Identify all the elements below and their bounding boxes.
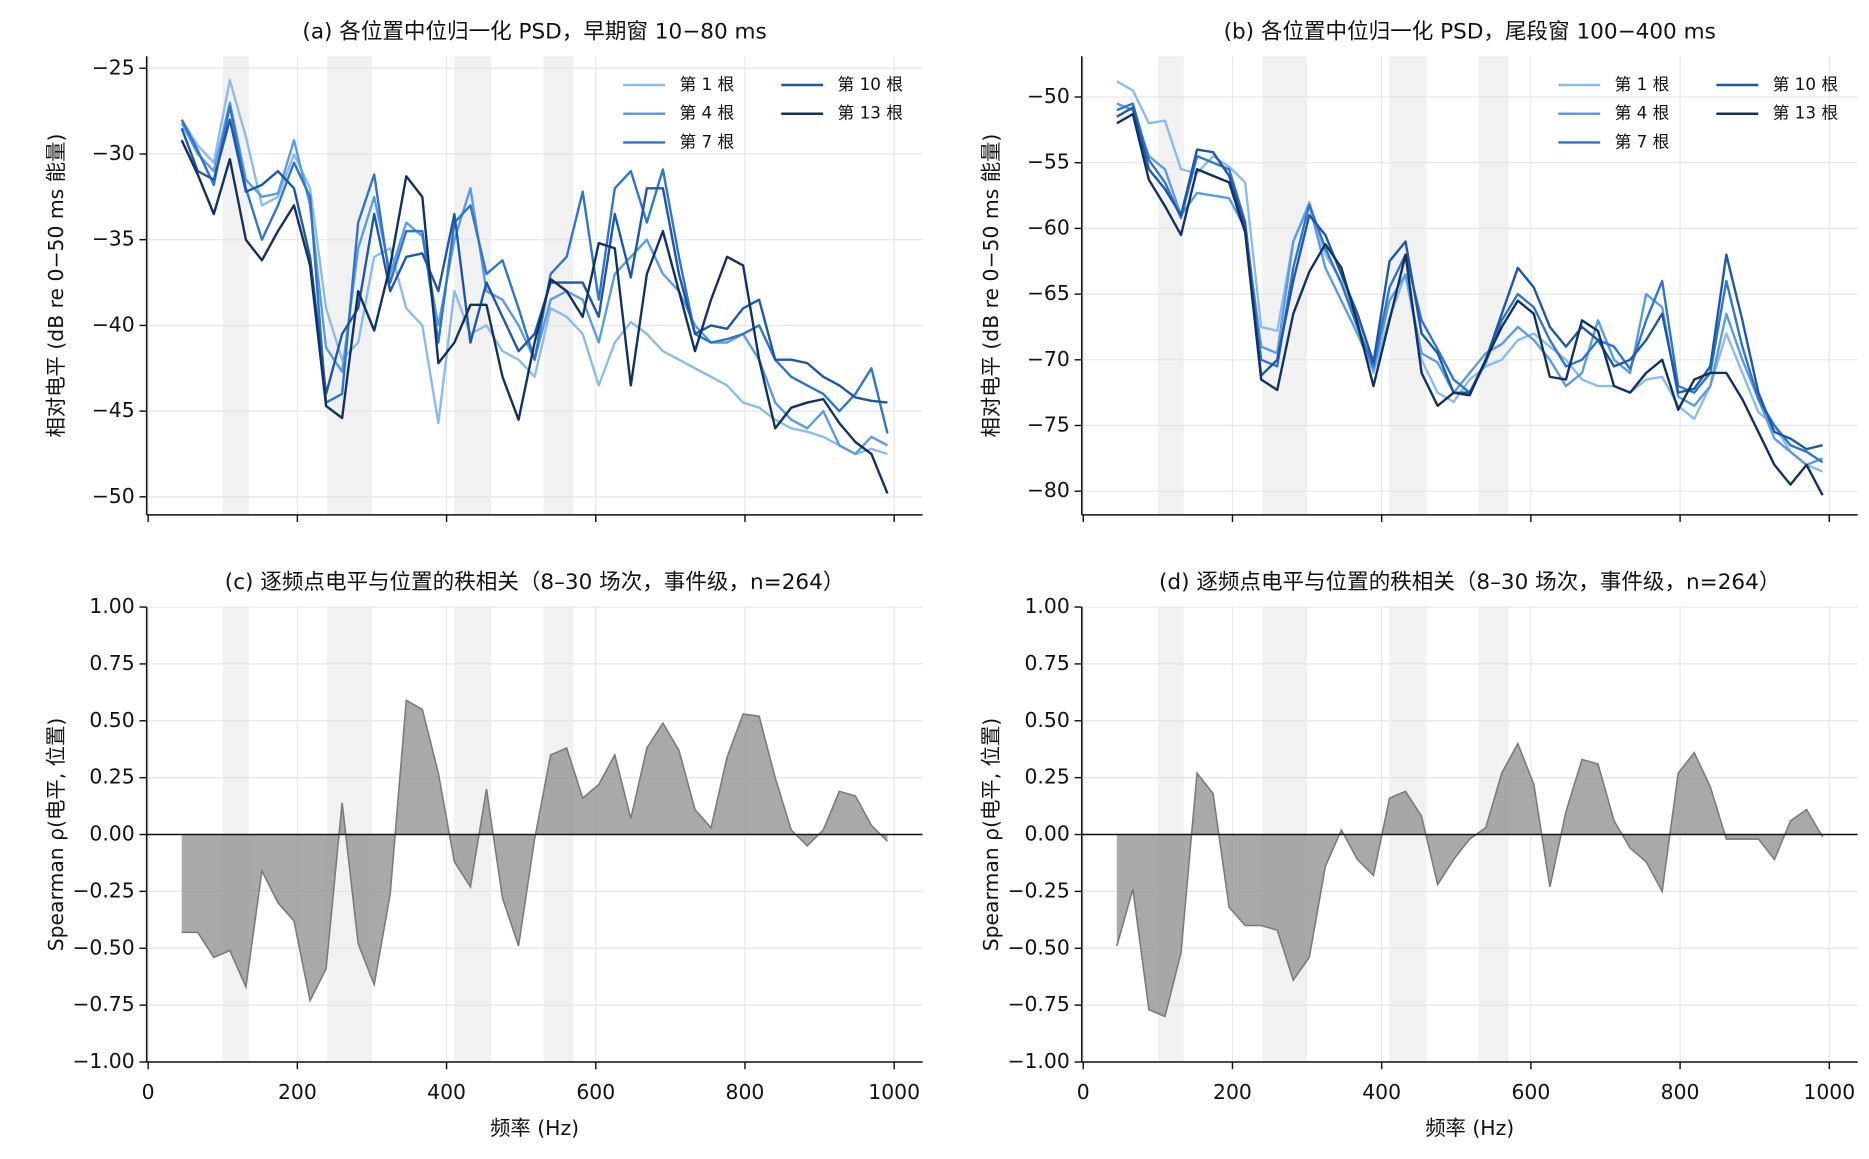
x-tick-label: 800 bbox=[1661, 1080, 1700, 1104]
x-tick-label: 400 bbox=[427, 1080, 466, 1104]
y-axis-label: 相对电平 (dB re 0−50 ms 能量) bbox=[979, 134, 1003, 438]
y-tick-label: −35 bbox=[92, 227, 135, 251]
series-line bbox=[1116, 102, 1824, 467]
x-tick-label: 0 bbox=[142, 1080, 155, 1104]
area-edge bbox=[1116, 741, 1824, 1018]
y-tick-label: 0.25 bbox=[89, 765, 134, 789]
x-tick-label: 400 bbox=[1362, 1080, 1401, 1104]
shaded-band bbox=[1478, 56, 1509, 515]
shaded-band bbox=[327, 56, 372, 515]
series-line bbox=[180, 139, 889, 494]
x-tick-label: 200 bbox=[1213, 1080, 1252, 1104]
x-tick-label: 600 bbox=[576, 1080, 615, 1104]
y-tick-label: −0.25 bbox=[72, 878, 134, 902]
series-line bbox=[1116, 112, 1824, 496]
legend-label: 第 7 根 bbox=[679, 131, 734, 151]
area-fill bbox=[181, 700, 888, 1001]
chart-title: (a) 各位置中位归一化 PSD，早期窗 10−80 ms bbox=[302, 19, 766, 44]
y-tick-label: −65 bbox=[1027, 281, 1070, 305]
y-tick-label: −70 bbox=[1027, 347, 1070, 371]
y-tick-label: 0.00 bbox=[89, 822, 134, 846]
y-tick-label: −40 bbox=[92, 312, 135, 336]
legend-label: 第 10 根 bbox=[1773, 74, 1839, 94]
y-axis-label: Spearman ρ(电平, 位置) bbox=[44, 718, 68, 952]
y-tick-label: −0.50 bbox=[72, 935, 134, 959]
legend-label: 第 1 根 bbox=[1615, 74, 1670, 94]
y-tick-label: −30 bbox=[92, 141, 135, 165]
y-tick-label: −0.75 bbox=[1007, 992, 1069, 1016]
y-tick-label: −25 bbox=[92, 55, 135, 79]
x-tick-label: 0 bbox=[1077, 1080, 1090, 1104]
chart-title: (d) 逐频点电平与位置的秩相关（8–30 场次，事件级，n=264） bbox=[1159, 570, 1780, 595]
shaded-band bbox=[1157, 56, 1184, 515]
legend-label: 第 4 根 bbox=[679, 103, 734, 123]
chart-title: (b) 各位置中位归一化 PSD，尾段窗 100−400 ms bbox=[1224, 19, 1716, 44]
series-line bbox=[180, 79, 888, 456]
x-tick-label: 200 bbox=[278, 1080, 317, 1104]
y-tick-label: −0.25 bbox=[1007, 878, 1069, 902]
area-fill bbox=[1116, 743, 1823, 1017]
y-tick-label: −50 bbox=[1027, 84, 1070, 108]
x-axis-label: 频率 (Hz) bbox=[1425, 1116, 1514, 1140]
y-tick-label: −0.50 bbox=[1007, 935, 1069, 959]
series-line bbox=[180, 118, 888, 404]
y-tick-label: 0.00 bbox=[1024, 822, 1069, 846]
y-tick-label: 1.00 bbox=[89, 594, 134, 618]
y-tick-label: −75 bbox=[1027, 412, 1070, 436]
y-tick-label: 0.50 bbox=[89, 708, 134, 732]
y-tick-label: 0.25 bbox=[1024, 765, 1069, 789]
legend-label: 第 4 根 bbox=[1615, 103, 1670, 123]
series-line bbox=[180, 101, 889, 456]
series-line bbox=[1116, 80, 1824, 473]
y-tick-label: −0.75 bbox=[72, 992, 134, 1016]
legend-label: 第 13 根 bbox=[1773, 103, 1839, 123]
series-line bbox=[180, 104, 889, 434]
legend-label: 第 10 根 bbox=[838, 74, 904, 94]
y-tick-label: 0.75 bbox=[1024, 651, 1069, 675]
y-tick-label: −55 bbox=[1027, 150, 1070, 174]
legend-label: 第 7 根 bbox=[1615, 131, 1670, 151]
x-tick-label: 1000 bbox=[1803, 1080, 1855, 1104]
legend-label: 第 13 根 bbox=[838, 103, 904, 123]
x-tick-label: 1000 bbox=[868, 1080, 920, 1104]
y-tick-label: 1.00 bbox=[1024, 594, 1069, 618]
series-line bbox=[1116, 106, 1823, 451]
x-axis-label: 频率 (Hz) bbox=[490, 1116, 579, 1140]
x-tick-label: 600 bbox=[1511, 1080, 1550, 1104]
y-tick-label: −50 bbox=[92, 484, 135, 508]
x-tick-label: 800 bbox=[726, 1080, 765, 1104]
y-tick-label: −60 bbox=[1027, 215, 1070, 239]
y-tick-label: −1.00 bbox=[72, 1049, 134, 1073]
area-edge bbox=[181, 699, 889, 1003]
series-line bbox=[1116, 102, 1824, 464]
y-tick-label: −1.00 bbox=[1007, 1049, 1069, 1073]
chart-title: (c) 逐频点电平与位置的秩相关（8–30 场次，事件级，n=264） bbox=[225, 570, 845, 595]
y-tick-label: −45 bbox=[92, 398, 135, 422]
y-tick-label: 0.50 bbox=[1024, 708, 1069, 732]
y-tick-label: −80 bbox=[1027, 478, 1070, 502]
legend-label: 第 1 根 bbox=[679, 74, 734, 94]
y-axis-label: 相对电平 (dB re 0−50 ms 能量) bbox=[44, 134, 68, 438]
y-tick-label: 0.75 bbox=[89, 651, 134, 675]
y-axis-label: Spearman ρ(电平, 位置) bbox=[979, 718, 1003, 952]
